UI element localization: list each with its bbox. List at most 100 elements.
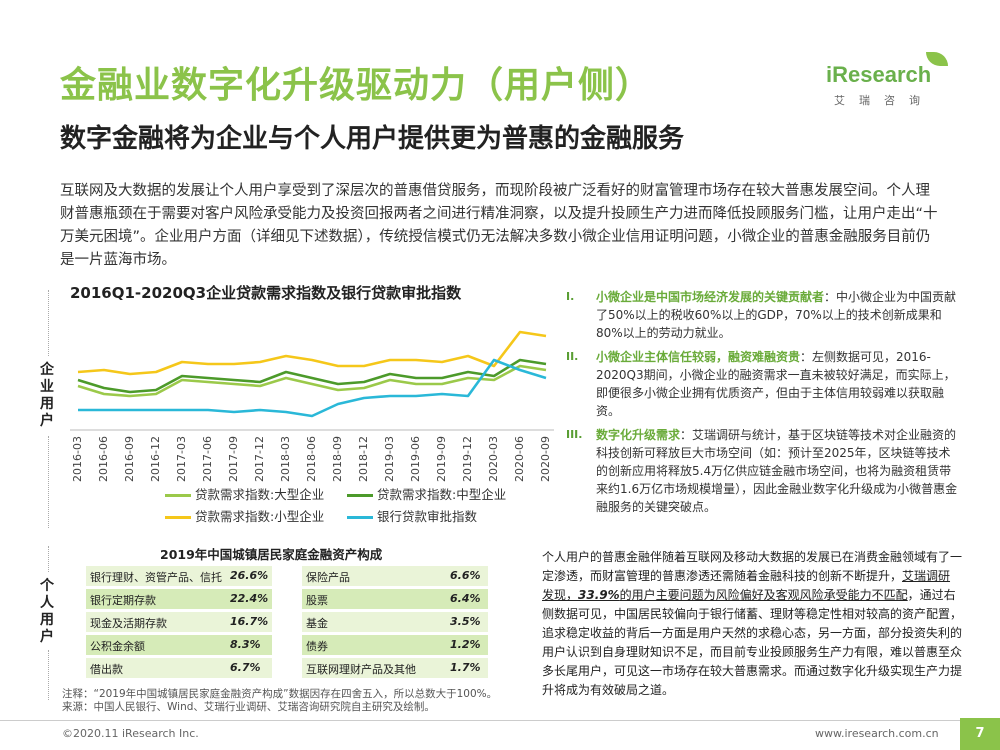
x-tick-label: 2019-12 — [461, 436, 474, 482]
table-row: 债券 1.2% — [302, 635, 488, 655]
point-highlight: 小微企业主体信任较弱，融资难融资贵 — [596, 350, 801, 364]
legend-swatch — [165, 494, 191, 497]
logo-word: iResearch — [826, 62, 932, 87]
legend-label: 贷款需求指数:中型企业 — [377, 487, 507, 502]
table-row: 现金及活期存款 16.7% — [86, 612, 272, 632]
table-row: 公积金余额 8.3% — [86, 635, 272, 655]
table-row: 互联网理财产品及其他 1.7% — [302, 658, 488, 678]
x-tick-label: 2020-09 — [539, 436, 552, 482]
point-number: III. — [566, 428, 583, 441]
table-cell-value: 16.7% — [230, 615, 269, 628]
point-highlight: 小微企业是中国市场经济发展的关键贡献者 — [596, 290, 825, 304]
side-divider — [48, 290, 49, 356]
table-cell-value: 6.7% — [230, 661, 261, 674]
table-cell-label: 基金 — [306, 617, 328, 630]
table-cell-label: 债券 — [306, 640, 328, 653]
legend-label: 贷款需求指数:大型企业 — [195, 487, 325, 502]
table-row: 银行理财、资管产品、信托 26.6% — [86, 566, 272, 586]
legend-swatch — [347, 516, 373, 519]
series-line-2 — [77, 358, 547, 394]
point-text: ：中小微企业为中国贡献了50%以上的税收60%以上的GDP，70%以上的技术创新… — [596, 290, 957, 340]
personal-paragraph: 个人用户的普惠金融伴随着互联网及移动大数据的发展已在消费金融领域有了一定渗透，而… — [542, 548, 962, 700]
page-number: 7 — [960, 718, 1000, 750]
footer-divider — [0, 720, 1000, 721]
asset-table-left: 银行理财、资管产品、信托 26.6% 银行定期存款 22.4% 现金及活期存款 16.… — [86, 566, 272, 678]
series-line-4 — [78, 358, 547, 418]
legend-label: 银行贷款审批指数 — [377, 509, 478, 524]
x-tick-label: 2020-06 — [513, 436, 526, 482]
x-tick-label: 2019-06 — [409, 436, 422, 482]
series-line-3 — [77, 330, 547, 376]
table-cell-value: 6.4% — [450, 592, 481, 605]
table-cell-value: 6.6% — [450, 569, 481, 582]
personal-text-underlined: 的用户主要问题为风险偏好及客观风险承受能力不匹配 — [619, 588, 908, 602]
x-tick-label: 2017-09 — [227, 436, 240, 482]
x-tick-label: 2019-09 — [435, 436, 448, 482]
source-note: 来源：中国人民银行、Wind、艾瑞行业调研、艾瑞咨询研究院自主研究及绘制。 — [62, 701, 435, 713]
chart-x-ticks: 2016-03 2016-06 2016-09 2016-12 2017-03 2017-… — [71, 436, 552, 482]
table-row: 银行定期存款 22.4% — [86, 589, 272, 609]
series-line-1 — [77, 364, 547, 398]
point-block-2: II. 小微企业主体信任较弱，融资难融资贵：左侧数据可见，2016-2020Q3… — [566, 348, 960, 420]
table-cell-label: 保险产品 — [306, 571, 350, 584]
legend-item: 银行贷款审批指数 — [347, 506, 477, 525]
legend-item: 贷款需求指数:大型企业 — [165, 484, 324, 503]
side-divider — [48, 650, 49, 700]
x-tick-label: 2018-09 — [331, 436, 344, 482]
legend-item: 贷款需求指数:中型企业 — [347, 484, 506, 503]
x-tick-label: 2017-06 — [201, 436, 214, 482]
table-cell-label: 互联网理财产品及其他 — [306, 663, 416, 676]
x-tick-label: 2016-09 — [123, 436, 136, 482]
legend-item: 贷款需求指数:小型企业 — [165, 506, 324, 525]
legend-label: 贷款需求指数:小型企业 — [195, 509, 325, 524]
x-tick-label: 2016-06 — [97, 436, 110, 482]
side-divider — [48, 436, 49, 528]
table-cell-label: 现金及活期存款 — [90, 617, 167, 630]
table-row: 基金 3.5% — [302, 612, 488, 632]
x-tick-label: 2018-03 — [279, 436, 292, 482]
asset-table-right: 保险产品 6.6% 股票 6.4% 基金 3.5% 债券 1.2% 互联网理财产品及其他… — [302, 566, 488, 678]
table-title: 2019年中国城镇居民家庭金融资产构成 — [160, 547, 383, 562]
personal-text: ，通过右侧数据可见，中国居民较偏向于银行储蓄、理财等稳定性相对较高的资产配置，追… — [542, 588, 963, 697]
x-tick-label: 2017-12 — [253, 436, 266, 482]
personal-stat: 33.9% — [578, 588, 620, 602]
intro-paragraph: 互联网及大数据的发展让个人用户享受到了深层次的普惠借贷服务，而现阶段被广泛看好的… — [60, 183, 938, 268]
table-cell-value: 22.4% — [230, 592, 269, 605]
table-cell-value: 26.6% — [230, 569, 269, 582]
side-label-enterprise: 企业用户 — [40, 362, 54, 429]
point-block-1: I. 小微企业是中国市场经济发展的关键贡献者：中小微企业为中国贡献了50%以上的… — [566, 288, 960, 342]
x-tick-label: 2016-03 — [71, 436, 84, 482]
side-divider — [48, 546, 49, 572]
table-cell-label: 公积金余额 — [90, 640, 145, 653]
table-cell-label: 股票 — [306, 594, 328, 607]
side-label-personal: 个人用户 — [40, 578, 54, 645]
footer-copyright: ©2020.11 iResearch Inc. — [62, 727, 199, 740]
legend-swatch — [165, 516, 191, 519]
table-cell-value: 1.7% — [450, 661, 481, 674]
personal-text-underlined: 艾瑞调研发现， — [542, 569, 951, 602]
page-subtitle: 数字金融将为企业与个人用户提供更为普惠的金融服务 — [60, 124, 685, 154]
table-cell-label: 银行理财、资管产品、信托 — [90, 571, 222, 584]
footnote: 注释：“2019年中国城镇居民家庭金融资产构成”数据因存在四舍五入，所以总数大于… — [62, 688, 498, 700]
table-cell-value: 3.5% — [450, 615, 481, 628]
legend-swatch — [347, 494, 373, 497]
point-number: II. — [566, 350, 579, 363]
x-tick-label: 2019-03 — [383, 436, 396, 482]
table-cell-value: 8.3% — [230, 638, 261, 651]
chart-title: 2016Q1-2020Q3企业贷款需求指数及银行贷款审批指数 — [70, 284, 462, 302]
point-text: ：左侧数据可见，2016-2020Q3期间，小微企业的融资需求一直未被较好满足，… — [596, 350, 956, 418]
table-cell-value: 1.2% — [450, 638, 481, 651]
x-tick-label: 2018-06 — [305, 436, 318, 482]
x-tick-label: 2018-12 — [357, 436, 370, 482]
chart-series — [77, 330, 547, 418]
table-cell-label: 借出款 — [90, 663, 123, 676]
point-text: ：艾瑞调研与统计，基于区块链等技术对企业融资的科技创新可释放巨大市场空间（如：预… — [596, 428, 958, 514]
point-block-3: III. 数字化升级需求：艾瑞调研与统计，基于区块链等技术对企业融资的科技创新可… — [566, 426, 960, 516]
logo-cn: 艾瑞咨询 — [834, 94, 934, 107]
page-title: 金融业数字化升级驱动力（用户侧） — [60, 65, 653, 106]
table-row: 借出款 6.7% — [86, 658, 272, 678]
point-number: I. — [566, 290, 575, 303]
table-row: 保险产品 6.6% — [302, 566, 488, 586]
x-tick-label: 2016-12 — [149, 436, 162, 482]
leaf-icon — [926, 52, 948, 66]
